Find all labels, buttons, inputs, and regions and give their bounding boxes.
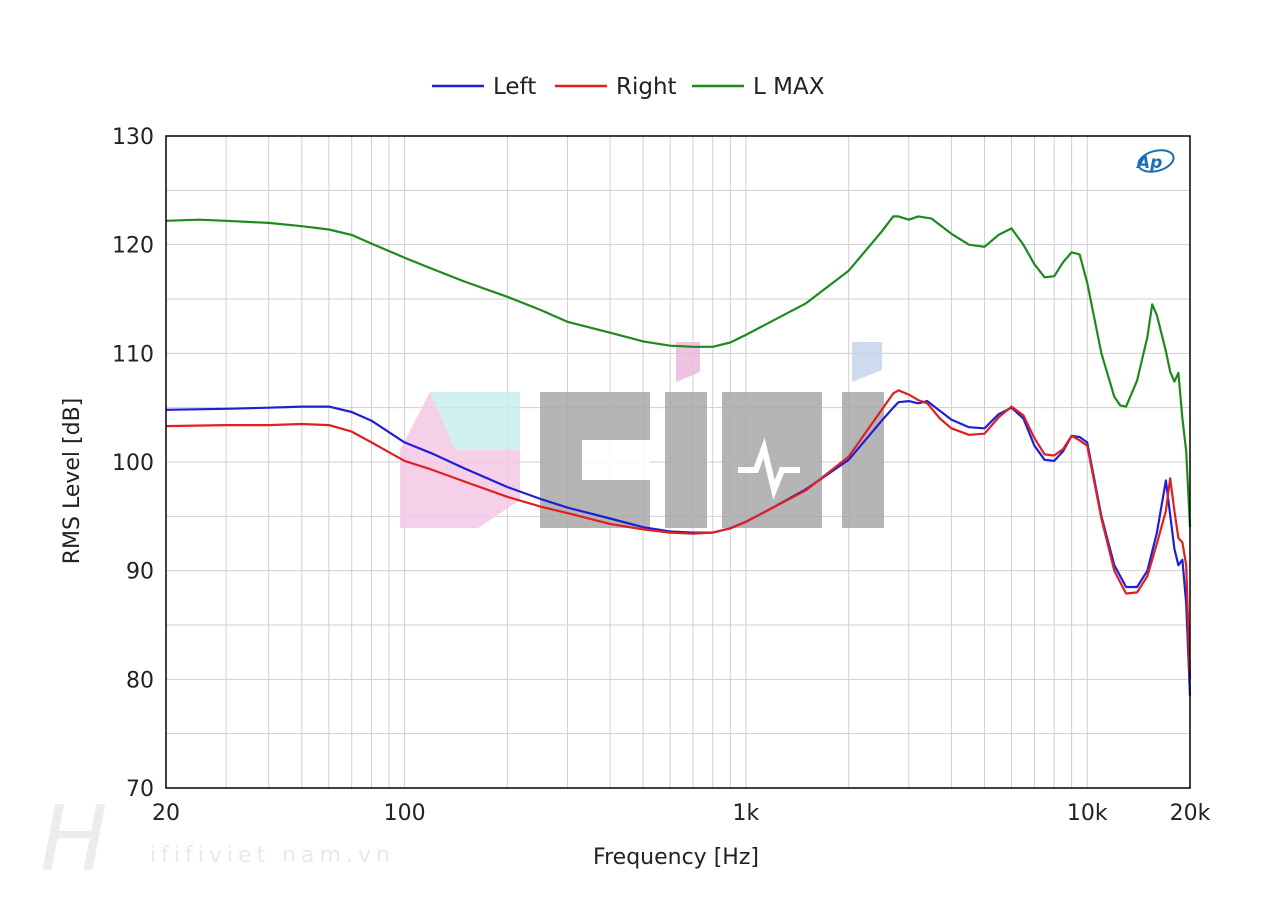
watermark-letter-c-gap <box>582 440 650 480</box>
watermark-logo <box>400 342 884 528</box>
series-line-l-max <box>165 215 1192 528</box>
ap-logo: Ap <box>1135 149 1175 173</box>
plot-frame <box>165 135 1191 789</box>
watermark-letter-n <box>722 392 822 528</box>
y-tick-label: 80 <box>126 668 154 693</box>
y-tick-label: 70 <box>126 777 154 802</box>
x-tick-label: 10k <box>1067 801 1108 826</box>
legend-label: Left <box>493 74 536 100</box>
site-watermark-mark: H <box>40 787 108 892</box>
y-tick-label: 100 <box>112 451 154 476</box>
watermark-dot-pink <box>676 342 700 382</box>
legend-label: L MAX <box>753 74 825 100</box>
series-lines <box>165 215 1192 696</box>
y-axis-title: RMS Level [dB] <box>60 398 85 565</box>
legend: Left Right L MAX <box>432 74 825 100</box>
x-tick-labels: 20 100 1k 10k 20k <box>152 801 1211 826</box>
x-tick-label: 20k <box>1170 801 1211 826</box>
y-tick-labels: 70 80 90 100 110 120 130 <box>112 125 154 802</box>
site-watermark-text: ififiviet nam.vn <box>150 843 395 868</box>
series-line-left <box>165 400 1192 696</box>
x-tick-label: 1k <box>733 801 760 826</box>
x-tick-label: 100 <box>384 801 426 826</box>
ap-logo-text: Ap <box>1135 153 1162 173</box>
y-tick-label: 110 <box>112 342 154 367</box>
y-tick-label: 120 <box>112 234 154 259</box>
watermark-dot-blue <box>852 342 882 382</box>
site-watermark: H ififiviet nam.vn <box>40 787 395 892</box>
watermark-pulse <box>738 437 800 500</box>
y-tick-label: 130 <box>112 125 154 150</box>
series-line-right <box>165 389 1192 680</box>
watermark-shape-teal <box>430 392 520 450</box>
x-axis-title: Frequency [Hz] <box>593 845 759 870</box>
y-tick-label: 90 <box>126 560 154 585</box>
watermark-letter-i <box>665 392 707 528</box>
x-tick-label: 20 <box>152 801 180 826</box>
legend-label: Right <box>616 74 677 100</box>
